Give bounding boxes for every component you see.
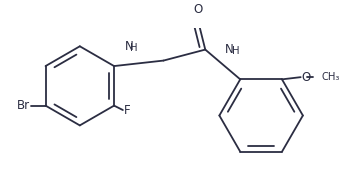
Text: N: N [124, 41, 133, 53]
Text: N: N [225, 43, 234, 56]
Text: H: H [130, 43, 138, 53]
Text: Br: Br [17, 99, 30, 112]
Text: F: F [124, 103, 131, 117]
Text: O: O [301, 71, 310, 84]
Text: CH₃: CH₃ [321, 72, 340, 82]
Text: H: H [232, 46, 239, 56]
Text: O: O [193, 2, 202, 16]
